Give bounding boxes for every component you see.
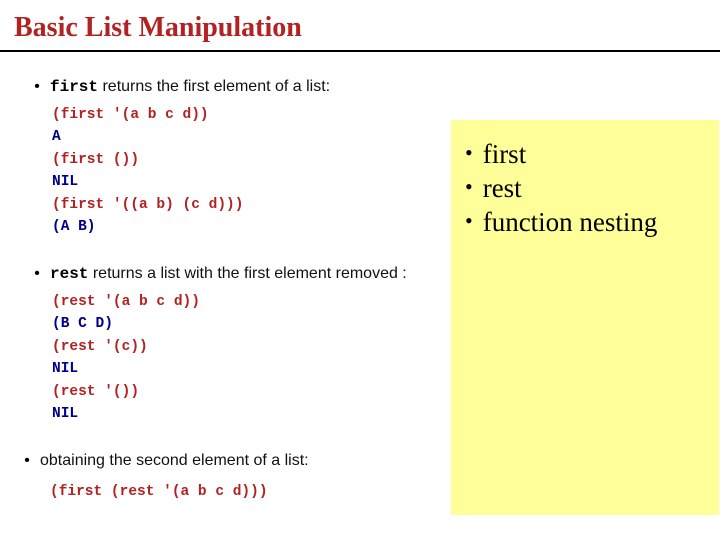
code-output: NIL	[52, 171, 458, 193]
section-first-heading: • first returns the first element of a l…	[32, 70, 458, 100]
overlay-item: • first	[465, 138, 707, 172]
main-content: • first returns the first element of a l…	[18, 70, 458, 500]
desc-first-tail: returns the first element of a list:	[98, 78, 330, 95]
code-output: NIL	[52, 403, 458, 425]
code-output: (B C D)	[52, 313, 458, 335]
rest-examples: (rest '(a b c d)) (B C D) (rest '(c)) NI…	[52, 291, 458, 426]
bullet-icon: •	[22, 453, 32, 469]
code-output: (A B)	[52, 216, 458, 238]
code-input: (first ())	[52, 149, 458, 171]
code-input: (first (rest '(a b c d)))	[50, 484, 458, 500]
overlay-item: • function nesting	[465, 206, 707, 240]
section-nesting-desc: obtaining the second element of a list:	[40, 452, 309, 470]
section-nesting-heading: • obtaining the second element of a list…	[22, 444, 458, 474]
code-input: (rest '(c))	[52, 336, 458, 358]
bullet-icon: •	[32, 266, 42, 282]
code-output: NIL	[52, 358, 458, 380]
bullet-icon: •	[465, 172, 473, 202]
desc-rest-tail: returns a list with the first element re…	[88, 265, 406, 282]
overlay-item-label: first	[483, 138, 527, 172]
code-input: (rest '(a b c d))	[52, 291, 458, 313]
code-input: (rest '())	[52, 381, 458, 403]
section-rest-desc: rest returns a list with the first eleme…	[50, 265, 407, 283]
code-output: A	[52, 126, 458, 148]
code-word-rest: rest	[50, 265, 88, 283]
overlay-panel: • first • rest • function nesting	[451, 120, 719, 515]
divider	[0, 50, 720, 52]
code-input: (first '(a b c d))	[52, 104, 458, 126]
section-rest-heading: • rest returns a list with the first ele…	[32, 257, 458, 287]
overlay-item: • rest	[465, 172, 707, 206]
bullet-icon: •	[465, 138, 473, 168]
code-word-first: first	[50, 78, 98, 96]
page-title: Basic List Manipulation	[0, 0, 720, 50]
section-first-desc: first returns the first element of a lis…	[50, 78, 330, 96]
first-examples: (first '(a b c d)) A (first ()) NIL (fir…	[52, 104, 458, 239]
overlay-list: • first • rest • function nesting	[465, 138, 707, 239]
nesting-example: (first (rest '(a b c d)))	[50, 484, 458, 500]
bullet-icon: •	[465, 206, 473, 236]
code-input: (first '((a b) (c d)))	[52, 194, 458, 216]
overlay-item-label: function nesting	[483, 206, 658, 240]
bullet-icon: •	[32, 79, 42, 95]
overlay-item-label: rest	[483, 172, 522, 206]
